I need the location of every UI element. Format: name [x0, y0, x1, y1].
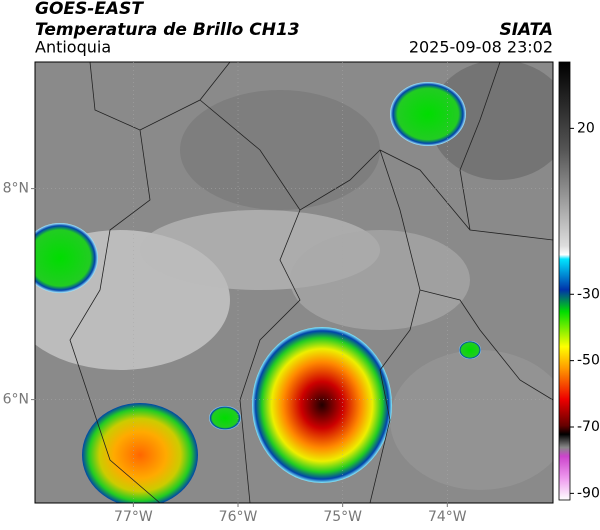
subtitle: Temperatura de Brillo CH13: [35, 20, 300, 40]
x-tick-label: 74°W: [428, 509, 467, 525]
source: SIATA: [499, 20, 553, 40]
region: Antioquia: [35, 38, 111, 57]
colorbar-tick-label: -30: [577, 286, 600, 302]
colorbar: [558, 61, 571, 501]
datetime: 2025-09-08 23:02: [409, 38, 553, 57]
title: GOES-EAST: [35, 0, 144, 19]
x-tick-label: 77°W: [114, 509, 153, 525]
colorbar-tick-label: -50: [577, 353, 600, 369]
satellite-image: [35, 62, 553, 503]
y-tick-label: 8°N: [3, 181, 29, 197]
x-tick-label: 75°W: [323, 509, 362, 525]
colorbar-tick-label: -70: [577, 419, 600, 435]
y-tick-label: 6°N: [3, 392, 29, 408]
map-frame: [34, 61, 554, 504]
x-tick-label: 76°W: [219, 509, 258, 525]
colorbar-tick-label: 20: [577, 120, 595, 136]
colorbar-tick-label: -90: [577, 485, 600, 501]
